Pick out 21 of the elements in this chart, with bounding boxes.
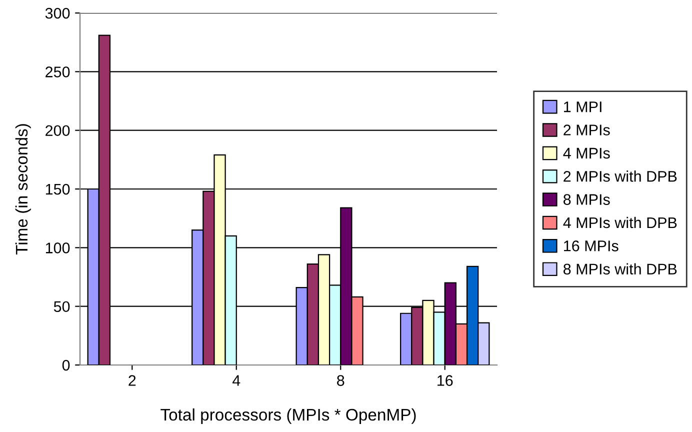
- y-axis-title: Time (in seconds): [15, 124, 31, 255]
- y-tick-label: 250: [46, 66, 70, 78]
- y-tick-label: 100: [46, 242, 70, 254]
- legend-label: 2 MPIs with DPB: [564, 170, 677, 182]
- legend-label: 2 MPIs: [564, 124, 610, 136]
- x-tick-label: 16: [438, 375, 453, 386]
- y-tick-label: 50: [54, 301, 70, 312]
- x-tick-label: 2: [128, 375, 136, 386]
- y-tick-label: 300: [45, 8, 70, 19]
- x-tick-label: 8: [337, 375, 344, 386]
- legend-label: 1 MPI: [564, 102, 602, 112]
- y-tick-label: 200: [46, 125, 70, 136]
- x-tick-label: 4: [232, 375, 240, 386]
- y-tick-label: 0: [62, 360, 70, 371]
- x-axis-title: Total processors (MPIs * OpenMP): [160, 408, 416, 424]
- y-tick-label: 150: [46, 184, 70, 195]
- legend-label: 8 MPIs with DPB: [564, 263, 677, 275]
- legend-label: 8 MPIs: [564, 194, 610, 205]
- legend-label: 4 MPIs with DPB: [563, 216, 677, 228]
- legend-label: 4 MPIs: [563, 148, 610, 159]
- legend-label: 16 MPIs: [564, 240, 618, 252]
